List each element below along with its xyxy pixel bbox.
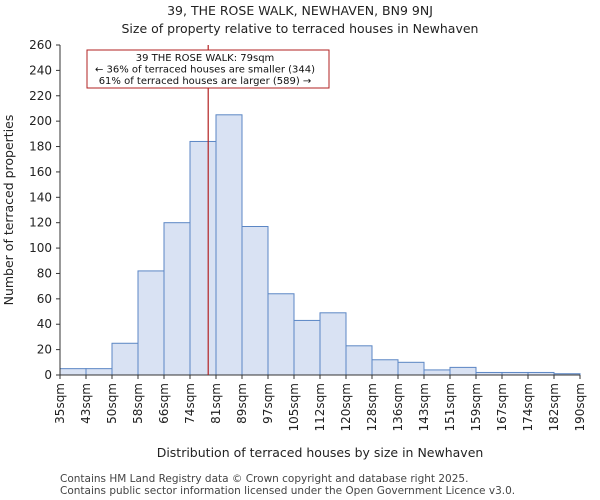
x-tick-label-35sqm: 35sqm <box>53 383 67 424</box>
bar-66sqm <box>163 222 191 376</box>
footer-copyright: Contains HM Land Registry data © Crown c… <box>60 473 469 485</box>
x-tick-label-50sqm: 50sqm <box>105 383 119 424</box>
x-tick-label-105sqm: 105sqm <box>287 383 301 431</box>
x-tick-label-58sqm: 58sqm <box>131 383 145 424</box>
y-tick-label-80: 80 <box>37 266 52 280</box>
y-tick-label-180: 180 <box>29 140 52 154</box>
x-tick-label-128sqm: 128sqm <box>365 383 379 431</box>
bar-43sqm <box>85 368 113 376</box>
x-tick-label-159sqm: 159sqm <box>469 383 483 431</box>
y-tick-label-220: 220 <box>29 89 52 103</box>
annotation-line-3: 61% of terraced houses are larger (589) … <box>99 76 312 87</box>
bar-105sqm <box>293 319 321 376</box>
x-tick-label-190sqm: 190sqm <box>573 383 587 431</box>
y-tick-label-200: 200 <box>29 114 52 128</box>
x-tick-label-97sqm: 97sqm <box>261 383 275 424</box>
y-tick-label-260: 260 <box>29 38 52 52</box>
bar-128sqm <box>371 359 399 376</box>
y-tick-label-240: 240 <box>29 63 52 77</box>
x-tick-label-174sqm: 174sqm <box>521 383 535 431</box>
axes-layer: 0 20 40 60 80 100 120 140 160 180 200 220 240 260 35sq… <box>29 38 587 431</box>
y-tick-label-40: 40 <box>37 317 52 331</box>
bar-74sqm <box>189 140 217 376</box>
chart-title-subtitle: Size of property relative to terraced ho… <box>121 21 479 36</box>
x-tick-label-151sqm: 151sqm <box>443 383 457 431</box>
annotation-line-1: 39 THE ROSE WALK: 79sqm <box>136 53 275 64</box>
x-tick-label-120sqm: 120sqm <box>339 383 353 431</box>
y-tick-label-160: 160 <box>29 165 52 179</box>
y-tick-label-0: 0 <box>44 368 52 382</box>
y-axis-title: Number of terraced properties <box>1 115 16 306</box>
chart-title-address: 39, THE ROSE WALK, NEWHAVEN, BN9 9NJ <box>167 3 433 18</box>
x-tick-label-81sqm: 81sqm <box>209 383 223 424</box>
bar-50sqm <box>111 342 139 376</box>
y-tick-label-140: 140 <box>29 190 52 204</box>
bar-81sqm <box>215 114 243 376</box>
footer-licence: Contains public sector information licen… <box>60 485 516 497</box>
annotation-box <box>86 49 330 89</box>
bar-89sqm <box>241 226 269 376</box>
x-tick-label-143sqm: 143sqm <box>417 383 431 431</box>
x-tick-label-136sqm: 136sqm <box>391 383 405 431</box>
bar-143sqm <box>423 369 451 376</box>
bar-97sqm <box>267 293 295 376</box>
x-tick-label-182sqm: 182sqm <box>547 383 561 431</box>
bar-151sqm <box>449 366 477 376</box>
x-tick-label-89sqm: 89sqm <box>235 383 249 424</box>
bar-58sqm <box>137 270 165 376</box>
annotation-line-2: ← 36% of terraced houses are smaller (34… <box>95 65 315 76</box>
y-tick-label-120: 120 <box>29 216 52 230</box>
y-tick-label-100: 100 <box>29 241 52 255</box>
marker-layer: 39 THE ROSE WALK: 79sqm← 36% of terraced… <box>86 45 330 375</box>
bar-120sqm <box>345 345 373 376</box>
x-tick-label-112sqm: 112sqm <box>313 383 327 431</box>
bars-layer <box>59 114 581 376</box>
y-tick-label-20: 20 <box>37 343 52 357</box>
x-axis-title: Distribution of terraced houses by size … <box>157 445 484 460</box>
x-tick-label-74sqm: 74sqm <box>183 383 197 424</box>
bar-35sqm <box>59 368 87 376</box>
y-tick-label-60: 60 <box>37 292 52 306</box>
x-tick-label-66sqm: 66sqm <box>157 383 171 424</box>
bar-112sqm <box>319 312 347 376</box>
x-tick-label-167sqm: 167sqm <box>495 383 509 431</box>
bar-136sqm <box>397 361 425 376</box>
x-tick-label-43sqm: 43sqm <box>79 383 93 424</box>
